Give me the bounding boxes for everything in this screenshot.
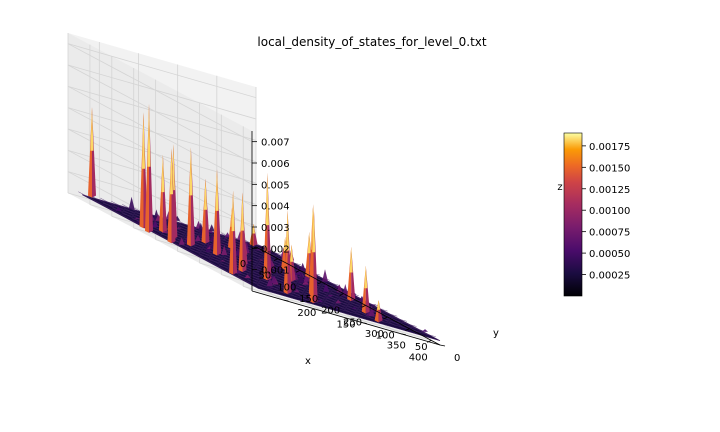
x-tick-label: 300 (365, 329, 384, 340)
surface-peak (145, 103, 153, 233)
colorbar-tick-label: 0.00075 (589, 228, 630, 239)
y-tick-label: 200 (297, 308, 316, 319)
z-tick-label: 0.004 (261, 202, 290, 213)
colorbar-gradient (563, 132, 583, 297)
surface-peak (238, 192, 247, 272)
surface-peak (213, 169, 221, 256)
surface-peak (229, 190, 238, 275)
z-tick-label: 0.006 (261, 159, 290, 170)
y-tick-label: 50 (415, 342, 428, 353)
x-tick-label: 400 (409, 352, 428, 363)
z-tick-label: 0.007 (261, 138, 290, 149)
z-tick-label: 0.005 (261, 180, 290, 191)
x-tick-label: 250 (343, 317, 362, 328)
colorbar-tick-label: 0.00125 (589, 185, 630, 196)
surface-peak (249, 223, 258, 247)
y-tick-label: 0 (454, 353, 460, 364)
x-tick-label: 50 (259, 271, 272, 282)
y-tick-label: 100 (376, 331, 395, 342)
y-tick-label: 150 (337, 319, 356, 330)
surface-peak (88, 107, 96, 198)
x-tick-label: 200 (321, 306, 340, 317)
x-tick-label: 150 (299, 294, 318, 305)
z-tick-label: 0.002 (261, 244, 290, 255)
surface-peak (167, 148, 176, 244)
colorbar-tick-label: 0.00150 (589, 163, 630, 174)
colorbar-tick-label: 0.00100 (589, 206, 630, 217)
surface-peak (283, 210, 292, 295)
colorbar-tick-label: 0.00050 (589, 249, 630, 260)
surface-peak (361, 265, 370, 314)
x-tick-label: 0 (240, 259, 246, 270)
z-tick-label: 0.001 (261, 266, 290, 277)
chart-title: local_density_of_states_for_level_0.txt (257, 35, 486, 49)
z-tick-label: 0.003 (261, 223, 290, 234)
surface-peak (347, 246, 356, 302)
colorbar-tick-label: 0.00025 (589, 271, 630, 282)
x-axis-label: x (305, 356, 311, 367)
surface-peak (201, 178, 210, 244)
colorbar-tick-label: 0.00175 (589, 142, 630, 153)
z-axis-label: z (557, 182, 562, 193)
x-tick-label: 100 (277, 282, 296, 293)
x-tick-label: 350 (387, 341, 406, 352)
surface-peaks (88, 103, 383, 323)
surface-peak (158, 154, 167, 233)
y-axis-label: y (493, 328, 499, 339)
axes-panes (68, 33, 440, 345)
colorbar: 0.00025 0.00050 0.00075 0.00100 0.00125 0.001… (563, 132, 630, 297)
surface-peak (186, 147, 195, 247)
colorbar-ticks: 0.00025 0.00050 0.00075 0.00100 0.00125 0.001… (582, 142, 630, 282)
